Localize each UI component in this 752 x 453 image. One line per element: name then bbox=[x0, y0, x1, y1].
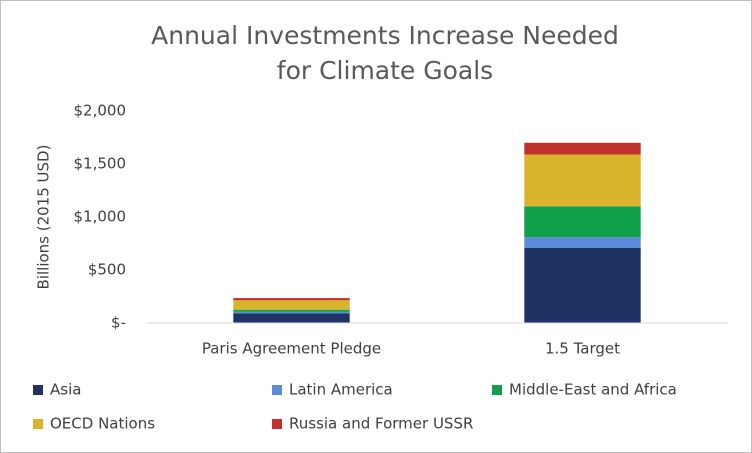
x-tick-label: 1.5 Target bbox=[545, 340, 620, 358]
legend-label: Russia and Former USSR bbox=[289, 415, 473, 433]
y-tick-label: $1,500 bbox=[74, 155, 127, 173]
bar-segment bbox=[524, 206, 641, 238]
legend-marker bbox=[33, 385, 43, 395]
y-tick-label: $1,000 bbox=[74, 208, 127, 226]
bar-segment bbox=[524, 154, 641, 207]
bar-segment bbox=[233, 309, 350, 312]
legend-marker bbox=[492, 385, 502, 395]
y-axis-label: Billions (2015 USD) bbox=[35, 145, 53, 290]
bar-segment bbox=[233, 313, 350, 323]
bar-segment bbox=[233, 300, 350, 310]
bar-segment bbox=[233, 311, 350, 314]
legend-label: OECD Nations bbox=[50, 415, 155, 433]
legend-marker bbox=[33, 419, 43, 429]
y-tick-label: $2,000 bbox=[74, 102, 127, 120]
chart-title: Annual Investments Increase Needed for C… bbox=[151, 21, 619, 85]
bar-segment bbox=[524, 247, 641, 323]
legend-label: Middle-East and Africa bbox=[509, 381, 677, 399]
bar-segment bbox=[524, 237, 641, 248]
bar-segment bbox=[233, 298, 350, 301]
legend-label: Latin America bbox=[289, 381, 393, 399]
bar-segment bbox=[524, 142, 641, 155]
legend-label: Asia bbox=[50, 381, 81, 399]
legend-marker bbox=[272, 385, 282, 395]
y-tick-label: $500 bbox=[88, 261, 126, 279]
legend-marker bbox=[272, 419, 282, 429]
x-tick-label: Paris Agreement Pledge bbox=[202, 340, 381, 358]
y-tick-label: $- bbox=[111, 314, 126, 332]
